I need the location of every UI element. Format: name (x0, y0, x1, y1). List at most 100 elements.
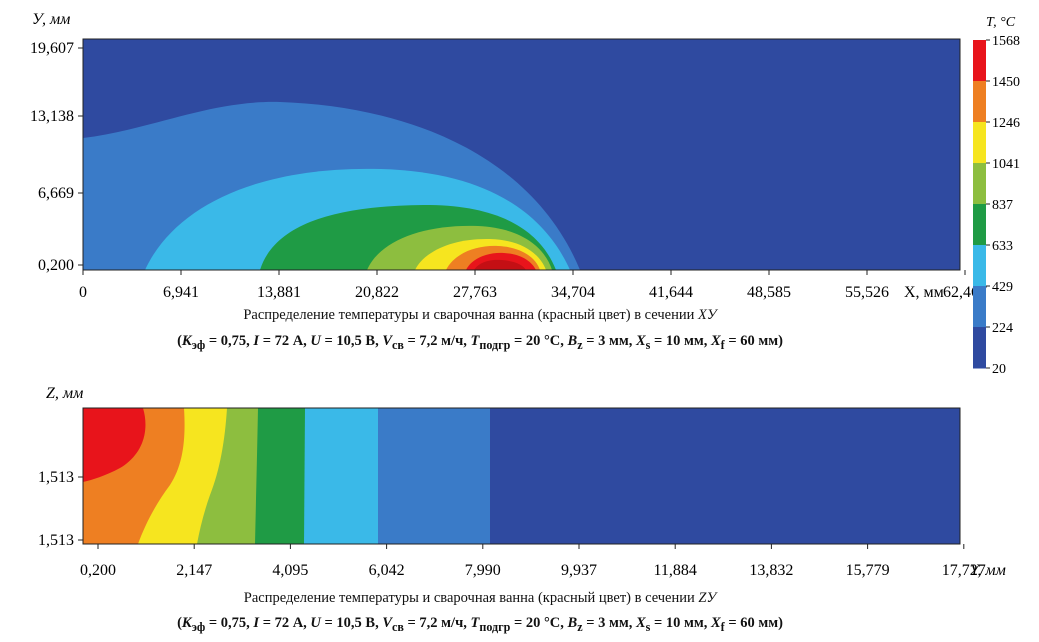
param2-k-sub: эф (191, 619, 206, 634)
xy-x-tick-label: 27,763 (453, 284, 497, 301)
param-b-sym: B (567, 333, 578, 349)
param2-xs-val: = 10 мм, (653, 615, 708, 631)
param-xf-sub: f (720, 337, 725, 352)
param2-xs-sub: s (645, 619, 651, 634)
xy-plot-frame (82, 38, 961, 271)
param-xs-sym: X (635, 333, 646, 349)
zy-x-tick-label: 0,200 (80, 562, 116, 579)
colorbar-band (973, 81, 986, 123)
xy-x-tick-label: 48,585 (747, 284, 791, 301)
zy-x-tick-label: 2,147 (176, 562, 212, 579)
param2-b-val: = 3 мм, (586, 615, 633, 631)
zy-y-ticks: 1,513 1,513 (38, 469, 83, 549)
zy-plot-frame (82, 407, 961, 545)
param2-i-sym: I (253, 615, 260, 631)
param-b-sub: z (577, 337, 583, 352)
xy-weld-pool-core (474, 259, 526, 270)
param-i-sym: I (253, 333, 260, 349)
xy-caption-section: ХУ (698, 307, 717, 323)
param2-xf-val: = 60 мм) (728, 615, 783, 631)
zy-y-axis-label: Z, мм (46, 385, 83, 402)
param2-b-sub: z (577, 619, 583, 634)
param2-t-sym: Т (470, 615, 480, 631)
colorbar-band (973, 40, 986, 82)
xy-params: (Кэф = 0,75, I = 72 А, U = 10,5 В, Vсв =… (177, 333, 783, 352)
param2-k-val: = 0,75, (208, 615, 250, 631)
colorbar-title: Т, °С (986, 15, 1016, 30)
xy-x-tick-label: 6,941 (163, 284, 199, 301)
colorbar-level-label: 1568 (992, 34, 1020, 49)
xy-x-tick-label: 55,526 (845, 284, 889, 301)
xy-x-ticks: 0 6,941 13,881 20,822 27,763 34,704 41,644 48,5… (79, 270, 987, 301)
colorbar: Т, °С 1568 1450 1246 1041 837 633 429 224 20 (973, 15, 1020, 377)
param2-u-sym: U (310, 615, 321, 631)
zy-x-tick-label: 6,042 (369, 562, 405, 579)
xy-x-tick-label: 41,644 (649, 284, 693, 301)
colorbar-band (973, 122, 986, 164)
colorbar-level-label: 429 (992, 280, 1013, 295)
param2-xs-sym: X (635, 615, 646, 631)
param2-t-sub: подгр (479, 619, 511, 634)
param2-v-sub: св (392, 619, 404, 634)
param2-u-val: = 10,5 В, (324, 615, 379, 631)
param-v-sym: V (382, 333, 393, 349)
param-b-val: = 3 мм, (586, 333, 633, 349)
param-v-val: = 7,2 м/ч, (407, 333, 467, 349)
zy-x-tick-label: 11,884 (653, 562, 696, 579)
xy-y-tick-label: 0,200 (38, 257, 74, 274)
zy-x-tick-label: 15,779 (846, 562, 890, 579)
zy-x-ticks: 0,200 2,147 4,095 6,042 7,990 9,937 11,884 13,8… (80, 544, 986, 579)
colorbar-bands (973, 40, 986, 369)
xy-x-tick-label: 0 (79, 284, 87, 301)
xy-plot: 19,607 13,138 6,669 0,200 0 6,941 13,881 20,82… (30, 11, 987, 301)
param2-i-val: = 72 А, (262, 615, 307, 631)
param-xf-sym: X (711, 333, 721, 349)
param2-b-sym: B (567, 615, 578, 631)
xy-y-tick-label: 6,669 (38, 185, 74, 202)
zy-x-tick-label: 4,095 (272, 562, 308, 579)
colorbar-band (973, 204, 986, 246)
zy-band-1450 (83, 408, 146, 482)
xy-contour-field (83, 39, 960, 270)
zy-caption-text: Распределение температуры и сварочная ва… (243, 590, 695, 606)
param-u-val: = 10,5 В, (324, 333, 379, 349)
zy-x-tick-label: 7,990 (465, 562, 501, 579)
xy-y-ticks: 19,607 13,138 6,669 0,200 (30, 40, 83, 274)
colorbar-band (973, 286, 986, 328)
param-k-val: = 0,75, (208, 333, 250, 349)
xy-x-tick-label: 13,881 (257, 284, 301, 301)
zy-caption-section: ZУ (698, 590, 717, 606)
zy-y-tick-label: 1,513 (38, 532, 74, 549)
colorbar-level-label: 224 (992, 321, 1013, 336)
xy-x-tick-label: 34,704 (551, 284, 595, 301)
xy-x-tick-label: 20,822 (355, 284, 399, 301)
colorbar-level-label: 20 (992, 362, 1006, 377)
xy-caption: Распределение температуры и сварочная ва… (0, 307, 960, 324)
zy-contour-field (83, 408, 960, 544)
zy-y-tick-label: 1,513 (38, 469, 74, 486)
param-v-sub: св (392, 337, 404, 352)
zy-x-axis-label: Y, мм (970, 562, 1006, 579)
colorbar-level-label: 633 (992, 239, 1013, 254)
colorbar-level-label: 1450 (992, 75, 1020, 90)
param2-t-val: = 20 °С, (513, 615, 564, 631)
param-i-val: = 72 А, (262, 333, 307, 349)
param2-v-sym: V (382, 615, 393, 631)
xy-x-axis-label: X, мм (904, 284, 944, 301)
colorbar-level-label: 837 (992, 198, 1013, 213)
colorbar-level-label: 1041 (992, 157, 1020, 172)
param-xf-val: = 60 мм) (728, 333, 783, 349)
colorbar-band (973, 163, 986, 205)
zy-x-tick-label: 13,832 (749, 562, 793, 579)
colorbar-level-label: 1246 (992, 116, 1020, 131)
param2-xf-sub: f (720, 619, 725, 634)
zy-x-tick-label: 17,727 (942, 562, 986, 579)
zy-x-tick-label: 9,937 (561, 562, 597, 579)
colorbar-band (973, 327, 986, 369)
param-xs-val: = 10 мм, (653, 333, 708, 349)
param-t-sym: Т (470, 333, 480, 349)
xy-y-tick-label: 19,607 (30, 40, 74, 57)
xy-caption-text: Распределение температуры и сварочная ва… (243, 307, 695, 323)
xy-y-tick-label: 13,138 (30, 108, 74, 125)
